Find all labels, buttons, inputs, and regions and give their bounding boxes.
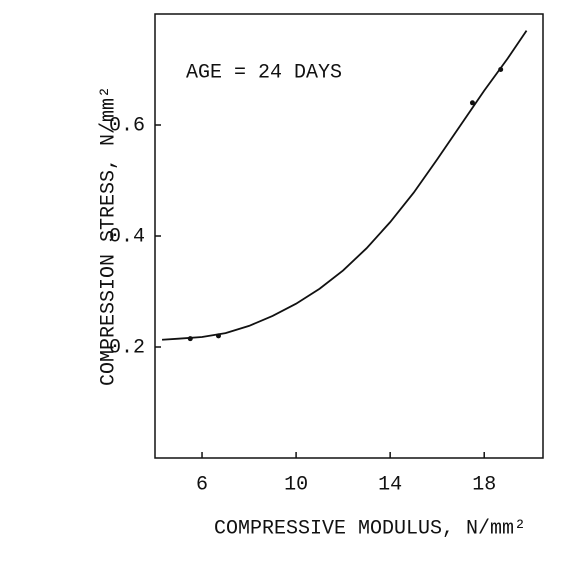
data-point	[187, 336, 193, 342]
x-axis-label: COMPRESSIVE MODULUS, N/mm²	[214, 517, 526, 540]
y-tick-label: 0.6	[109, 114, 145, 137]
annotation: AGE = 24 DAYS	[186, 61, 342, 84]
data-point	[215, 333, 221, 339]
y-tick-label: 0.4	[109, 225, 145, 248]
y-axis-label: COMPRESSION STRESS, N/mm²	[97, 86, 120, 386]
x-tick-label: 14	[378, 473, 402, 496]
x-tick-label: 10	[284, 473, 308, 496]
x-tick-label: 6	[196, 473, 208, 496]
data-point	[469, 100, 475, 106]
x-tick-label: 18	[472, 473, 496, 496]
data-point	[498, 67, 504, 72]
y-tick-label: 0.2	[109, 336, 145, 359]
